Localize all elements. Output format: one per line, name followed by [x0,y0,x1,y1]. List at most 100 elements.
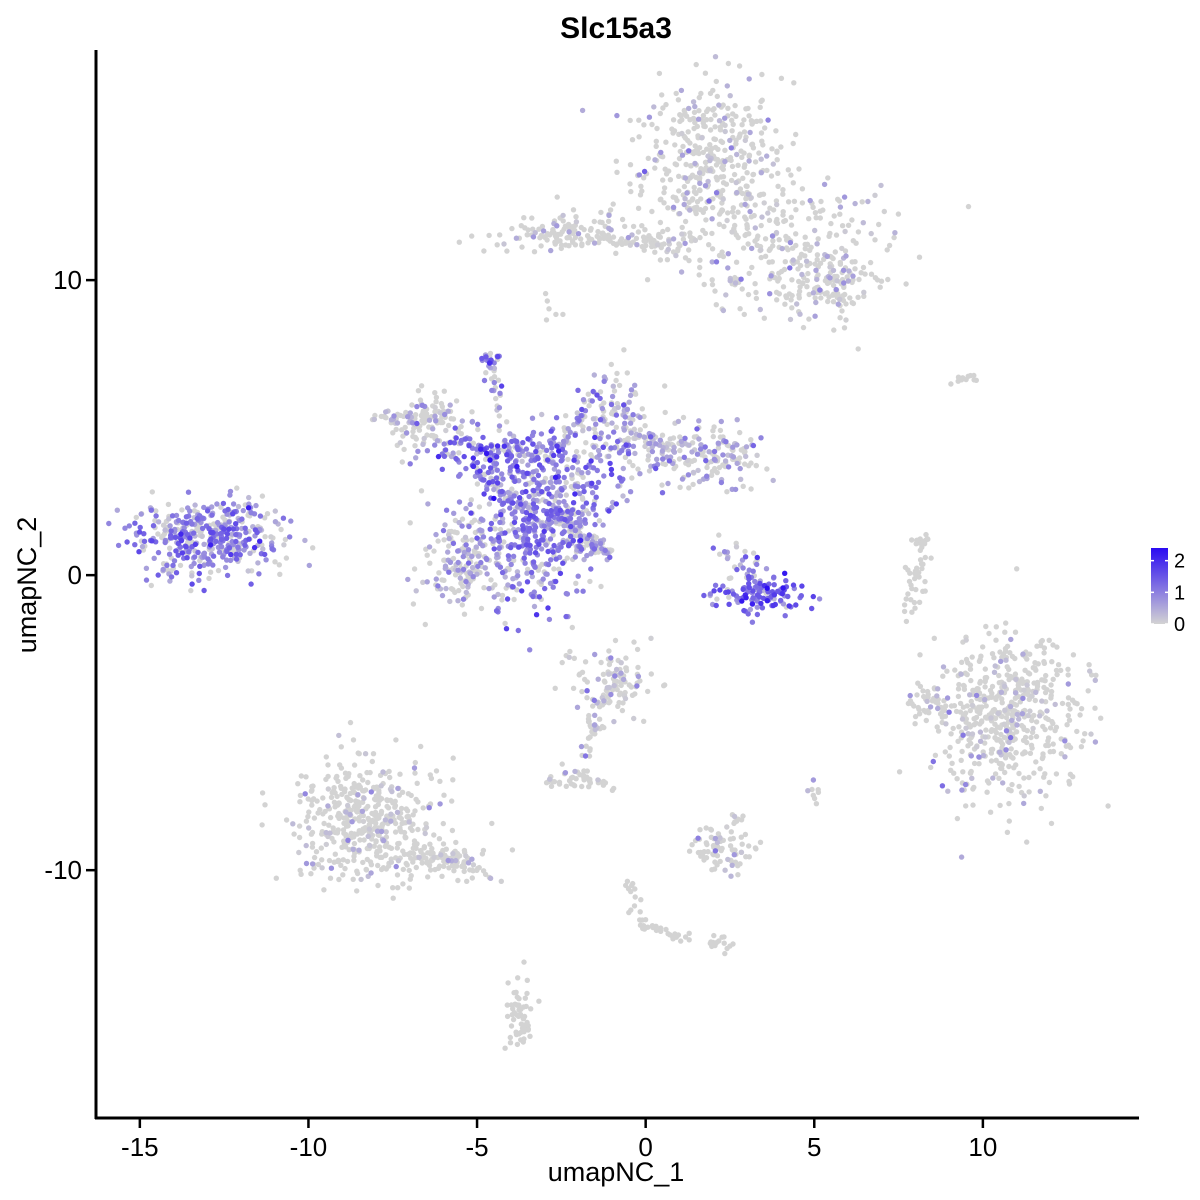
scatter-point [715,146,721,152]
scatter-point [757,306,763,313]
scatter-point [516,1002,522,1008]
scatter-point [649,243,655,250]
scatter-point [593,421,599,427]
scatter-point [439,873,445,879]
scatter-point [450,777,456,783]
scatter-point [1033,689,1039,695]
scatter-point [977,738,984,744]
scatter-point [626,909,632,916]
scatter-point [514,569,521,575]
scatter-point [996,775,1002,781]
scatter-point [787,265,793,271]
scatter-point [393,737,399,743]
scatter-point [491,495,497,502]
scatter-point [1009,717,1015,724]
scatter-point [989,651,996,657]
scatter-point [662,166,668,172]
scatter-point [446,543,452,549]
scatter-point [830,255,836,262]
scatter-point [969,654,975,660]
scatter-point [481,377,488,384]
scatter-point [540,228,547,234]
scatter-point [1088,731,1094,737]
scatter-point [988,694,994,700]
scatter-point [747,606,754,613]
scatter-point [915,704,921,711]
scatter-point [412,770,418,776]
scatter-point [653,143,659,149]
scatter-point [488,577,494,583]
scatter-point [521,215,527,221]
scatter-point [789,292,795,299]
scatter-point [758,156,764,162]
scatter-point [553,415,560,421]
scatter-point [508,453,515,460]
scatter-point [538,546,545,552]
scatter-point [1092,677,1099,683]
scatter-point [592,430,599,437]
scatter-point [526,493,532,500]
scatter-point [678,938,684,944]
scatter-point [790,140,796,147]
scatter-point [702,444,708,450]
scatter-point [724,489,730,495]
scatter-point [704,473,710,479]
scatter-point [494,443,501,449]
scatter-point [525,436,531,442]
scatter-point [720,196,726,202]
scatter-point [942,749,948,755]
scatter-point [168,532,174,539]
scatter-point [536,998,542,1004]
scatter-point [433,576,439,582]
scatter-point [502,437,508,444]
scatter-point [901,602,908,608]
scatter-point [1021,750,1028,756]
scatter-point [657,437,663,443]
scatter-point [672,142,678,148]
scatter-point [679,224,685,231]
scatter-point [535,472,542,479]
scatter-point [993,624,999,630]
scatter-point [124,539,130,545]
scatter-point [715,445,722,451]
scatter-point [1038,805,1045,812]
scatter-point [631,903,638,909]
scatter-point [712,54,719,60]
scatter-point [968,677,974,684]
scatter-point [311,815,318,821]
scatter-point [641,718,647,724]
scatter-point [762,236,769,242]
scatter-point [627,181,633,187]
scatter-point [580,484,586,490]
scatter-point [136,549,142,555]
scatter-point [762,125,768,131]
scatter-point [560,560,566,566]
scatter-point [568,523,574,530]
scatter-point [1080,738,1086,744]
scatter-point [530,497,537,503]
scatter-point [767,246,773,252]
scatter-point [387,774,393,781]
scatter-point [698,196,704,202]
scatter-point [546,516,552,523]
scatter-point [524,990,530,997]
scatter-point [925,691,931,698]
scatter-point [175,517,182,524]
scatter-point [1042,678,1048,684]
scatter-point [830,299,837,305]
scatter-point [992,735,998,741]
scatter-point [516,495,523,501]
scatter-point [382,852,389,859]
scatter-point [589,480,595,486]
scatter-point [758,170,764,176]
scatter-point [543,780,550,786]
scatter-point [815,236,821,242]
scatter-point [967,372,974,379]
scatter-point [750,588,756,594]
scatter-point [941,698,947,704]
scatter-point [580,424,586,430]
scatter-point [253,502,259,509]
scatter-point [1016,716,1022,722]
scatter-point [351,840,358,847]
scatter-point [496,427,502,434]
